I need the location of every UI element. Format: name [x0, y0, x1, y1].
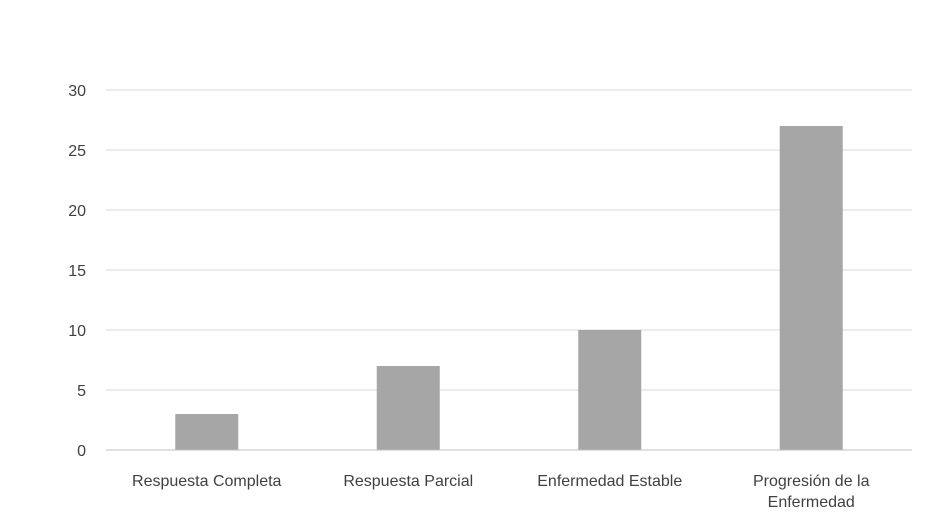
x-tick-label: Respuesta Parcial: [343, 473, 473, 490]
x-tick-label: Enfermedad Estable: [537, 473, 682, 490]
x-tick-label-line: Enfermedad: [768, 494, 855, 511]
y-tick-label: 25: [68, 143, 86, 160]
x-tick-label-line: Progresión de la: [753, 473, 870, 490]
bar: [779, 126, 843, 450]
x-tick-label-line: Respuesta Parcial: [343, 473, 473, 490]
y-tick-label: 0: [77, 443, 86, 460]
y-tick-label: 30: [68, 83, 86, 100]
bar: [175, 414, 239, 450]
y-tick-label: 5: [77, 383, 86, 400]
y-tick-label: 20: [68, 203, 86, 220]
bars: [175, 126, 843, 450]
x-tick-label-line: Respuesta Completa: [132, 473, 282, 490]
y-tick-label: 10: [68, 323, 86, 340]
bar: [376, 366, 440, 450]
y-tick-labels: 0 5 10 15 20 25 30: [68, 83, 86, 460]
y-tick-label: 15: [68, 263, 86, 280]
x-tick-label: Progresión de la Enfermedad: [753, 473, 870, 511]
gridlines: [106, 89, 912, 391]
x-tick-label: Respuesta Completa: [132, 473, 282, 490]
x-tick-label-line: Enfermedad Estable: [537, 473, 682, 490]
bar: [578, 330, 642, 450]
x-tick-labels: Respuesta Completa Respuesta Parcial Enfer…: [132, 473, 870, 511]
